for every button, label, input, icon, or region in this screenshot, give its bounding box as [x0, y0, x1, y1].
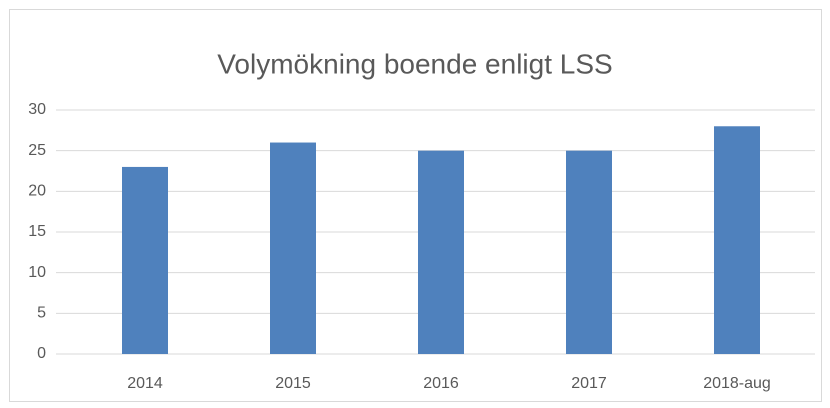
chart-title: Volymökning boende enligt LSS	[217, 48, 612, 79]
x-tick-label: 2018-aug	[703, 375, 771, 392]
bar	[566, 150, 612, 354]
y-tick-label: 30	[28, 101, 46, 118]
y-tick-label: 5	[37, 305, 46, 322]
x-tick-label: 2016	[423, 375, 459, 392]
bar	[418, 150, 464, 354]
y-tick-label: 20	[28, 183, 46, 200]
y-tick-label: 0	[37, 345, 46, 362]
bar	[270, 142, 316, 354]
y-tick-label: 10	[28, 264, 46, 281]
y-tick-label: 15	[28, 223, 46, 240]
bar	[122, 166, 168, 354]
x-tick-label: 2017	[571, 375, 607, 392]
bar	[714, 126, 760, 355]
y-tick-label: 25	[28, 142, 46, 159]
x-tick-label: 2015	[275, 375, 311, 392]
x-tick-label: 2014	[127, 375, 163, 392]
